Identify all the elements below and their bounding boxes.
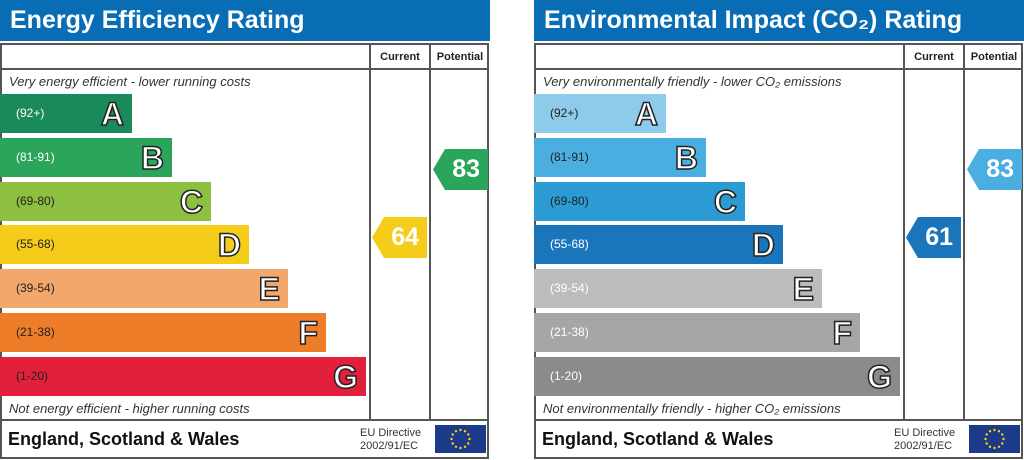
energy-efficiency-rating: Energy Efficiency Rating Current Potenti… (0, 0, 490, 460)
current-rating-indicator: 61 (906, 217, 961, 258)
top-note: Very energy efficient - lower running co… (9, 74, 251, 89)
bottom-note: Not energy efficient - higher running co… (9, 401, 250, 416)
divider (0, 419, 489, 421)
divider (369, 43, 371, 420)
band-c: (69-80) C (0, 182, 211, 221)
current-rating-value: 61 (925, 223, 953, 251)
band-letter: D (751, 226, 776, 264)
band-c: (69-80) C (534, 182, 745, 221)
band-letter: D (217, 226, 242, 264)
current-rating-value: 64 (391, 223, 419, 251)
potential-rating-value: 83 (986, 155, 1014, 183)
divider (534, 419, 1023, 421)
current-column-header: Current (380, 51, 420, 63)
band-letter: A (100, 95, 125, 133)
divider (534, 68, 1023, 70)
potential-column-header: Potential (970, 51, 1018, 63)
band-g: (1-20) G (534, 357, 900, 396)
band-g: (1-20) G (0, 357, 366, 396)
region-label: England, Scotland & Wales (8, 429, 240, 449)
band-f: (21-38) F (0, 313, 326, 352)
directive-line2: 2002/91/EC (360, 440, 419, 452)
directive-line1: EU Directive (360, 427, 422, 439)
divider (903, 43, 905, 420)
directive-line1: EU Directive (894, 427, 956, 439)
panel-title: Environmental Impact (CO₂) Rating (534, 0, 1024, 41)
band-range: (69-80) (550, 194, 589, 208)
band-range: (81-91) (16, 150, 55, 164)
eu-directive: EU Directive 2002/91/EC (894, 427, 955, 453)
eu-directive: EU Directive 2002/91/EC (360, 427, 421, 453)
band-letter: G (866, 358, 892, 396)
bottom-note: Not environmentally friendly - higher CO… (543, 401, 841, 416)
band-letter: E (792, 270, 815, 308)
band-b: (81-91) B (0, 138, 172, 177)
band-range: (69-80) (16, 194, 55, 208)
band-b: (81-91) B (534, 138, 706, 177)
eu-flag-icon (435, 425, 486, 453)
band-a: (92+) A (0, 94, 132, 133)
directive-line2: 2002/91/EC (894, 440, 953, 452)
band-letter: B (674, 139, 699, 177)
band-a: (92+) A (534, 94, 666, 133)
divider (429, 43, 431, 420)
band-d: (55-68) D (0, 225, 249, 264)
band-range: (39-54) (16, 281, 55, 295)
band-range: (21-38) (16, 325, 55, 339)
band-letter: A (634, 95, 659, 133)
potential-rating-indicator: 83 (433, 149, 488, 190)
band-f: (21-38) F (534, 313, 860, 352)
band-letter: F (832, 314, 853, 352)
current-column-header: Current (914, 51, 954, 63)
band-letter: B (140, 139, 165, 177)
band-letter: F (298, 314, 319, 352)
band-range: (1-20) (550, 369, 583, 383)
top-note: Very environmentally friendly - lower CO… (543, 74, 842, 89)
divider (963, 43, 965, 420)
potential-rating-value: 83 (452, 155, 480, 183)
environmental-impact-rating: Environmental Impact (CO₂) Rating Curren… (534, 0, 1024, 460)
potential-rating-indicator: 83 (967, 149, 1022, 190)
band-range: (92+) (16, 106, 45, 120)
band-e: (39-54) E (534, 269, 822, 308)
region-label: England, Scotland & Wales (542, 429, 774, 449)
band-letter: G (332, 358, 358, 396)
current-rating-indicator: 64 (372, 217, 427, 258)
band-range: (81-91) (550, 150, 589, 164)
panel-title: Energy Efficiency Rating (0, 0, 490, 41)
band-range: (55-68) (550, 237, 589, 251)
band-range: (55-68) (16, 237, 55, 251)
eu-flag-icon (969, 425, 1020, 453)
band-range: (39-54) (550, 281, 589, 295)
band-d: (55-68) D (534, 225, 783, 264)
divider (0, 68, 489, 70)
band-letter: C (179, 183, 204, 221)
potential-column-header: Potential (436, 51, 484, 63)
band-letter: E (258, 270, 281, 308)
band-range: (1-20) (16, 369, 49, 383)
band-letter: C (713, 183, 738, 221)
band-range: (21-38) (550, 325, 589, 339)
band-e: (39-54) E (0, 269, 288, 308)
band-range: (92+) (550, 106, 579, 120)
